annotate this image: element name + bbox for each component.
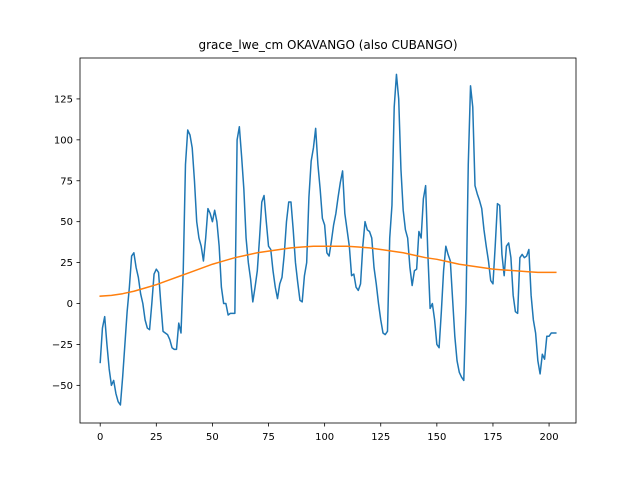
x-tick-label: 125 bbox=[371, 432, 390, 443]
axes-frame bbox=[79, 57, 577, 424]
chart-title: grace_lwe_cm OKAVANGO (also CUBANGO) bbox=[198, 38, 457, 52]
axes-layer: 0 25 50 75 100 125 150 175 200 −50 −25 0 25 50 75 100 12… bbox=[52, 57, 577, 443]
y-tick-label: 25 bbox=[60, 258, 73, 269]
plot-area bbox=[80, 58, 576, 423]
x-tick-label: 100 bbox=[315, 432, 334, 443]
y-tick-label: 100 bbox=[54, 135, 73, 146]
y-tick-label: −50 bbox=[52, 381, 73, 392]
x-tick-label: 150 bbox=[427, 432, 446, 443]
y-tick-label: −25 bbox=[52, 340, 73, 351]
x-tick-label: 75 bbox=[262, 432, 275, 443]
y-tick-label: 75 bbox=[60, 176, 73, 187]
x-tick-label: 175 bbox=[483, 432, 502, 443]
x-tick-label: 25 bbox=[150, 432, 163, 443]
y-tick-label: 0 bbox=[67, 299, 73, 310]
x-tick-label: 50 bbox=[206, 432, 219, 443]
series-2-line bbox=[99, 245, 557, 297]
series-layer bbox=[99, 73, 557, 406]
y-tick-label: 50 bbox=[60, 217, 73, 228]
y-tick-label: 125 bbox=[54, 94, 73, 105]
series-1-line bbox=[99, 73, 557, 406]
x-tick-label: 200 bbox=[540, 432, 559, 443]
x-tick-label: 0 bbox=[97, 432, 103, 443]
